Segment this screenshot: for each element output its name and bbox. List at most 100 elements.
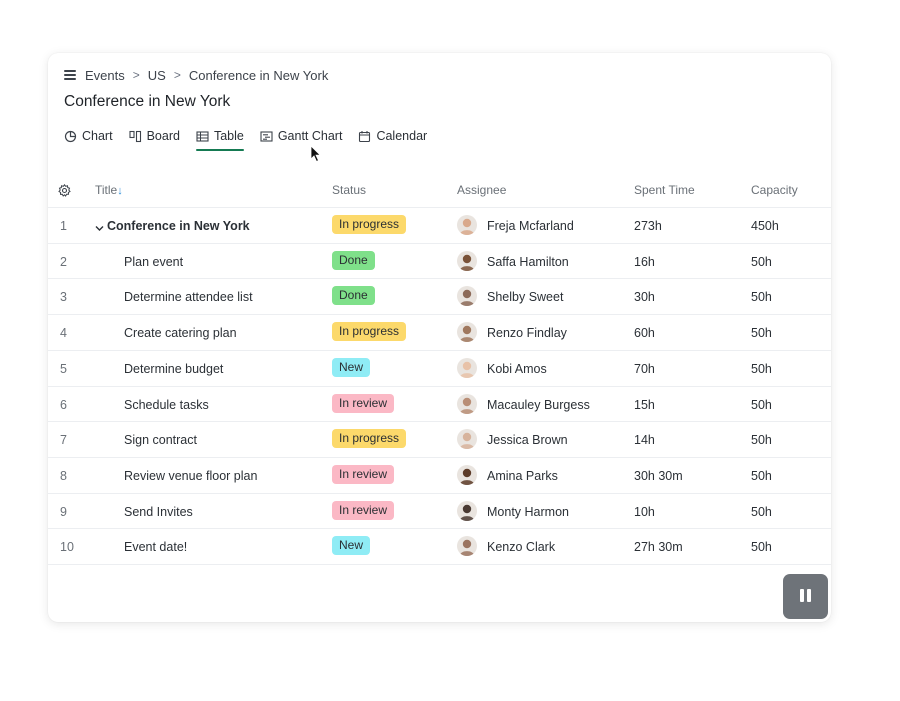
table-row[interactable]: 6 Schedule tasks In review Macauley Burgess… — [48, 385, 831, 422]
row-number: 7 — [60, 433, 67, 448]
row-number: 8 — [60, 468, 67, 483]
assignee-name: Jessica Brown — [487, 433, 568, 448]
calendar-icon — [359, 130, 371, 142]
row-number: 10 — [60, 540, 74, 555]
tab-label: Calendar — [376, 129, 428, 143]
assignee-name: Renzo Findlay — [487, 326, 567, 341]
capacity: 50h — [751, 290, 772, 305]
avatar — [457, 215, 477, 235]
row-number: 5 — [60, 361, 67, 376]
table-row[interactable]: 4 Create catering plan In progress Renzo Fi… — [48, 314, 831, 350]
row-number: 9 — [60, 504, 67, 519]
menu-icon[interactable] — [64, 70, 76, 80]
capacity: 50h — [751, 397, 772, 412]
spent-time: 30h — [634, 290, 655, 305]
avatar — [457, 286, 477, 307]
avatar — [457, 500, 477, 521]
avatar — [457, 250, 477, 271]
row-title[interactable]: Plan event — [124, 254, 184, 269]
table-row[interactable]: 9 Send Invites In review Monty Harmon 10h 50h — [48, 492, 831, 529]
status-badge[interactable]: In review — [332, 464, 395, 484]
row-title[interactable]: Schedule tasks — [124, 397, 209, 412]
capacity: 50h — [751, 468, 772, 483]
breadcrumb-item-events[interactable]: Events — [85, 67, 125, 83]
mouse-cursor-icon — [310, 145, 322, 163]
chevron-down-icon[interactable] — [95, 221, 104, 235]
assignee-name: Shelby Sweet — [487, 290, 564, 305]
avatar — [457, 429, 477, 450]
spent-time: 14h — [634, 433, 655, 448]
status-badge[interactable]: New — [332, 536, 371, 556]
spent-time: 15h — [634, 397, 655, 412]
board-icon — [129, 130, 141, 142]
tab-gantt-chart[interactable]: Gantt Chart — [260, 128, 343, 144]
status-badge[interactable]: Done — [332, 250, 375, 270]
status-badge[interactable]: In review — [332, 500, 395, 520]
column-header-capacity[interactable]: Capacity — [751, 183, 798, 197]
row-number: 3 — [60, 290, 67, 305]
table-card: Events > US > Conference in New York Con… — [48, 53, 831, 622]
assignee-name: Freja Mcfarland — [487, 219, 574, 233]
pause-icon — [807, 589, 811, 602]
assignee-name: Macauley Burgess — [487, 397, 590, 412]
column-header-spent-time[interactable]: Spent Time — [634, 183, 695, 197]
tab-label: Gantt Chart — [277, 129, 343, 143]
tab-calendar[interactable]: Calendar — [358, 128, 427, 144]
status-badge[interactable]: In review — [332, 393, 395, 413]
table-row[interactable]: 10 Event date! New Kenzo Clark 27h 30m 50h — [48, 528, 831, 564]
status-badge[interactable]: In progress — [332, 322, 407, 342]
breadcrumb-separator: > — [173, 68, 181, 82]
capacity: 50h — [751, 540, 772, 555]
status-badge[interactable]: New — [332, 357, 371, 377]
row-title[interactable]: Event date! — [124, 540, 188, 555]
capacity: 50h — [751, 254, 772, 269]
tab-chart[interactable]: Chart — [64, 128, 113, 144]
spent-time: 273h — [634, 219, 662, 233]
column-header-status[interactable]: Status — [332, 183, 367, 197]
status-badge[interactable]: In progress — [332, 215, 407, 234]
row-title[interactable]: Sign contract — [124, 433, 197, 448]
table-row[interactable]: 8 Review venue floor plan In review Amina P… — [48, 456, 831, 493]
table-row[interactable]: 7 Sign contract In progress Jessica Brown 14… — [48, 421, 831, 457]
spent-time: 70h — [634, 361, 655, 376]
table-row[interactable]: 5 Determine budget New Kobi Amos 70h 50h — [48, 349, 831, 386]
pause-icon — [800, 589, 804, 602]
row-title[interactable]: Determine budget — [124, 361, 224, 376]
capacity: 50h — [751, 504, 772, 519]
capacity: 50h — [751, 326, 772, 341]
pause-button[interactable] — [783, 574, 828, 619]
breadcrumb-item-us[interactable]: US — [147, 67, 166, 83]
tab-board[interactable]: Board — [129, 128, 180, 144]
status-badge[interactable]: Done — [332, 286, 375, 306]
avatar — [457, 357, 477, 378]
assignee-name: Kobi Amos — [487, 361, 547, 376]
row-title[interactable]: Review venue floor plan — [124, 468, 258, 483]
row-title[interactable]: Send Invites — [124, 504, 193, 519]
row-number: 1 — [60, 219, 67, 233]
avatar — [457, 322, 477, 343]
assignee-name: Kenzo Clark — [487, 540, 556, 555]
capacity: 50h — [751, 433, 772, 448]
column-header-assignee[interactable]: Assignee — [457, 183, 507, 197]
tab-label: Board — [146, 129, 180, 143]
table-row[interactable]: 1 Conference in New York In progress Freja … — [48, 207, 831, 243]
avatar — [457, 393, 477, 414]
row-title[interactable]: Create catering plan — [124, 326, 237, 341]
row-number: 4 — [60, 326, 67, 341]
row-title[interactable]: Conference in New York — [107, 219, 250, 233]
avatar — [457, 536, 477, 557]
spent-time: 10h — [634, 504, 655, 519]
page-title: Conference in New York — [64, 93, 231, 110]
table-row[interactable]: 2 Plan event Done Saffa Hamilton 16h 50h — [48, 242, 831, 279]
table-row[interactable]: 3 Determine attendee list Done Shelby Sweet… — [48, 278, 831, 314]
breadcrumb-item-conference[interactable]: Conference in New York — [188, 67, 329, 83]
row-number: 2 — [60, 254, 67, 269]
spent-time: 16h — [634, 254, 655, 269]
tab-table[interactable]: Table — [195, 128, 244, 151]
gear-icon[interactable] — [58, 184, 71, 197]
capacity: 450h — [751, 219, 779, 233]
status-badge[interactable]: In progress — [332, 429, 407, 449]
row-title[interactable]: Determine attendee list — [124, 290, 253, 305]
spent-time: 60h — [634, 326, 655, 341]
column-header-title[interactable]: Title↓ — [95, 183, 123, 197]
